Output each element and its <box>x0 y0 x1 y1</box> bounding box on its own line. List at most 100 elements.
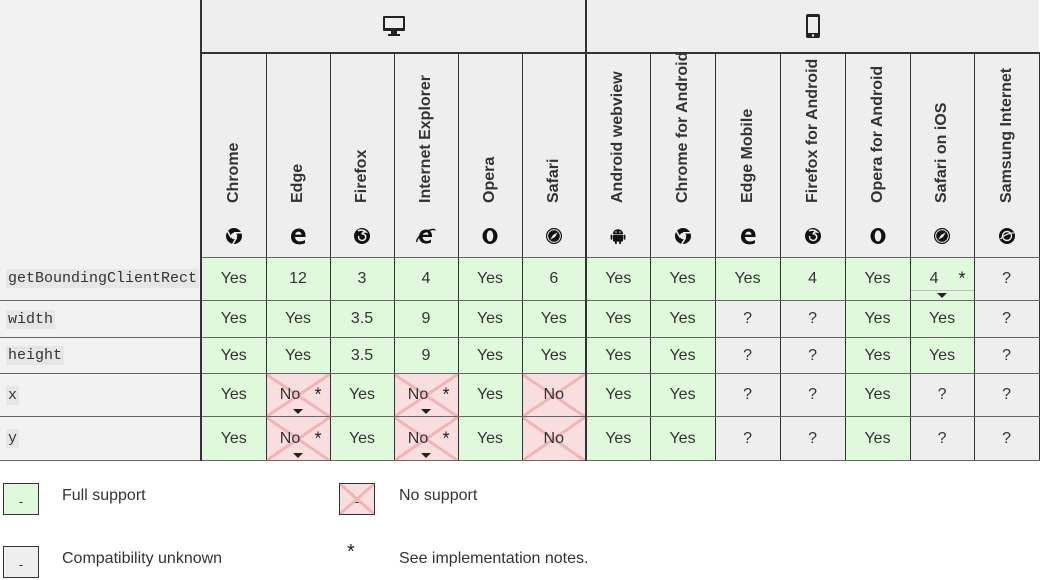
feature-name[interactable]: x <box>0 373 202 417</box>
support-cell[interactable]: No * <box>266 416 331 461</box>
feature-name[interactable]: y <box>0 416 202 461</box>
support-cell: Yes <box>458 373 523 417</box>
support-value: 9 <box>421 346 431 364</box>
opera-icon <box>869 227 887 250</box>
expand-caret-icon[interactable] <box>937 293 948 298</box>
support-value: No <box>543 429 564 447</box>
support-value: ? <box>743 310 752 327</box>
support-value: No <box>279 429 301 447</box>
note-star-icon: * <box>314 428 322 448</box>
support-cell: Yes <box>586 257 651 301</box>
support-cell: Yes <box>715 257 781 301</box>
support-value: Yes <box>928 346 956 364</box>
note-divider <box>910 290 974 291</box>
note-star-icon: * <box>442 384 450 405</box>
feature-name[interactable]: getBoundingClientRect <box>0 257 202 301</box>
support-cell[interactable]: No * <box>266 373 331 417</box>
feature-code: y <box>6 429 20 448</box>
support-cell: ? <box>715 416 781 461</box>
support-cell: ? <box>910 416 975 461</box>
mobile-phone-icon <box>806 14 821 38</box>
edge-icon <box>739 227 757 250</box>
support-value: Yes <box>605 386 632 403</box>
support-value: 4 <box>808 270 817 287</box>
support-value: Yes <box>220 386 247 403</box>
support-cell: ? <box>780 300 846 338</box>
support-value: Yes <box>220 270 247 287</box>
swatch-mark: - <box>18 494 24 509</box>
support-cell: Yes <box>522 300 588 338</box>
support-value: 12 <box>289 270 307 287</box>
support-value: ? <box>808 346 817 364</box>
support-value: ? <box>808 310 817 327</box>
support-cell: 4 <box>780 257 846 301</box>
chrome-icon <box>225 227 243 250</box>
support-cell: ? <box>974 257 1040 301</box>
feature-name[interactable]: width <box>0 300 202 338</box>
support-cell: ? <box>715 337 781 374</box>
edge-icon <box>289 227 307 250</box>
support-value: No <box>407 429 429 447</box>
support-value: No <box>407 386 429 403</box>
support-value: ? <box>1002 270 1011 287</box>
browser-header-edge: Edge <box>266 53 331 258</box>
support-cell: ? <box>974 337 1040 374</box>
browser-name: Opera <box>481 156 498 203</box>
support-value: No <box>279 386 301 403</box>
support-value: ? <box>1002 310 1011 327</box>
support-value: 3.5 <box>350 346 374 364</box>
support-value: 6 <box>549 270 559 287</box>
legend-swatch-no-support: - <box>339 483 375 515</box>
legend-notes-star-icon: * <box>347 541 355 563</box>
support-cell: Yes <box>522 337 588 374</box>
expand-caret-icon[interactable] <box>421 409 431 414</box>
support-cell[interactable]: No * <box>394 416 459 461</box>
expand-caret-icon[interactable] <box>293 453 303 458</box>
support-value: Yes <box>348 386 376 403</box>
support-cell: Yes <box>330 373 395 417</box>
support-cell: Yes <box>201 416 267 461</box>
support-value: ? <box>743 346 752 364</box>
expand-caret-icon[interactable] <box>293 409 303 414</box>
support-value: Yes <box>864 346 891 364</box>
browser-name: Internet Explorer <box>417 74 434 203</box>
support-value: Yes <box>864 270 891 287</box>
support-cell: Yes <box>650 300 716 338</box>
support-cell: ? <box>780 337 846 374</box>
support-value: Yes <box>669 429 696 447</box>
support-cell: 3.5 <box>330 300 395 338</box>
support-cell[interactable]: 4 * <box>910 257 975 301</box>
support-value: 3 <box>357 270 367 287</box>
browser-name: Edge <box>289 163 306 203</box>
browser-header-android-webview: Android webview <box>586 53 651 258</box>
feature-name[interactable]: height <box>0 337 202 374</box>
support-value: Yes <box>928 310 956 327</box>
support-cell: Yes <box>201 257 267 301</box>
support-value: Yes <box>605 429 632 447</box>
samsung-internet-icon <box>998 227 1016 250</box>
support-value: ? <box>743 429 752 447</box>
support-value: 9 <box>421 310 431 327</box>
support-value: Yes <box>220 429 247 447</box>
support-cell[interactable]: No * <box>394 373 459 417</box>
support-cell: Yes <box>266 337 331 374</box>
expand-caret-icon[interactable] <box>421 453 431 458</box>
support-cell: Yes <box>201 373 267 417</box>
support-value: Yes <box>605 310 632 327</box>
support-cell: ? <box>974 416 1040 461</box>
browser-header-safari-on-ios: Safari on iOS <box>910 53 975 258</box>
support-value: 4 <box>929 270 939 287</box>
platform-mobile <box>586 0 1040 54</box>
support-value: Yes <box>476 346 504 364</box>
support-value: Yes <box>669 386 696 403</box>
support-cell: Yes <box>910 337 975 374</box>
support-value: Yes <box>864 310 891 327</box>
platform-desktop <box>201 0 588 54</box>
support-cell: ? <box>715 300 781 338</box>
support-cell: ? <box>780 373 846 417</box>
support-value: Yes <box>605 270 632 287</box>
note-star-icon: * <box>442 428 450 448</box>
support-value: Yes <box>669 346 696 364</box>
browser-name: Opera for Android <box>868 65 886 203</box>
platform-header-row <box>0 0 1040 258</box>
